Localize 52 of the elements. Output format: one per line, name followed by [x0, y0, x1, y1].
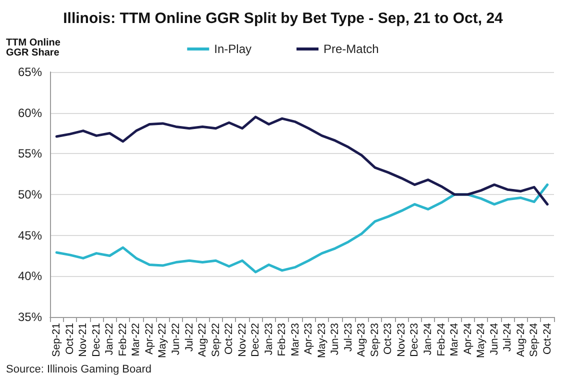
x-tick-label: Dec-21 — [90, 322, 102, 357]
x-tick-label: Mar-24 — [448, 322, 461, 356]
x-tick-label: Jan-22 — [104, 322, 116, 356]
x-tick-label: Jun-24 — [488, 322, 500, 356]
x-tick-label: Jul-24 — [502, 322, 514, 352]
y-tick-label: 40% — [18, 269, 42, 284]
x-tick-label: Mar-23 — [289, 322, 302, 356]
x-tick-label: Aug-24 — [514, 322, 527, 357]
y-tick-label: 55% — [18, 146, 42, 161]
x-tick-label: Nov-23 — [395, 322, 408, 357]
x-tick-label: Jun-22 — [170, 322, 182, 356]
x-tick-label: Jan-24 — [422, 322, 434, 356]
y-axis-title: TTM Online GGR Share — [6, 38, 61, 58]
x-tick-label: Feb-23 — [276, 322, 288, 356]
x-tick-label: May-23 — [316, 322, 328, 358]
x-tick-label: Apr-23 — [302, 322, 315, 355]
line-series — [55, 183, 549, 274]
x-tick-label: Oct-23 — [382, 322, 394, 355]
chart-title: Illinois: TTM Online GGR Split by Bet Type - Sep, 21 to Oct, 24 — [63, 10, 504, 27]
x-tick-label: Apr-24 — [462, 322, 474, 355]
y-tick-label: 60% — [18, 106, 42, 120]
y-tick-label: 50% — [18, 188, 42, 202]
x-tick-label: Nov-21 — [77, 322, 90, 357]
x-tick-label: Jul-22 — [183, 322, 196, 352]
x-tick-label: Jan-23 — [262, 322, 275, 356]
y-tick-label: 35% — [18, 310, 42, 324]
x-tick-label: Feb-22 — [116, 322, 129, 356]
source-note: Source: Illinois Gaming Board — [6, 364, 152, 376]
x-tick-label: Jul-23 — [342, 322, 354, 352]
x-tick-label: May-22 — [156, 322, 169, 358]
x-tick-label: Oct-21 — [64, 322, 76, 355]
x-tick-label: May-24 — [475, 322, 488, 358]
y-tick-label: 45% — [18, 228, 42, 242]
x-tick-label: Oct-24 — [541, 322, 554, 355]
x-tick-label: Sep-23 — [368, 322, 381, 357]
x-tick-label: Feb-24 — [435, 322, 448, 356]
x-tick-label: Nov-22 — [236, 322, 248, 357]
x-tick-label: Dec-23 — [408, 322, 421, 357]
x-tick-label: Sep-22 — [210, 322, 222, 357]
x-tick-label: Aug-23 — [356, 322, 368, 357]
legend-label: In-Play — [214, 42, 252, 56]
x-tick-label: Apr-22 — [143, 322, 156, 355]
x-tick-label: Jun-23 — [329, 322, 342, 356]
x-tick-label: Sep-21 — [50, 322, 63, 357]
x-tick-label: Aug-22 — [196, 322, 209, 357]
legend-label: Pre-Match — [324, 42, 379, 56]
x-tick-label: Mar-22 — [130, 322, 142, 356]
y-tick-label: 65% — [18, 65, 42, 79]
line-series — [55, 116, 549, 206]
x-tick-label: Oct-22 — [223, 322, 236, 355]
x-tick-label: Sep-24 — [528, 322, 540, 357]
x-tick-label: Dec-22 — [250, 322, 262, 357]
